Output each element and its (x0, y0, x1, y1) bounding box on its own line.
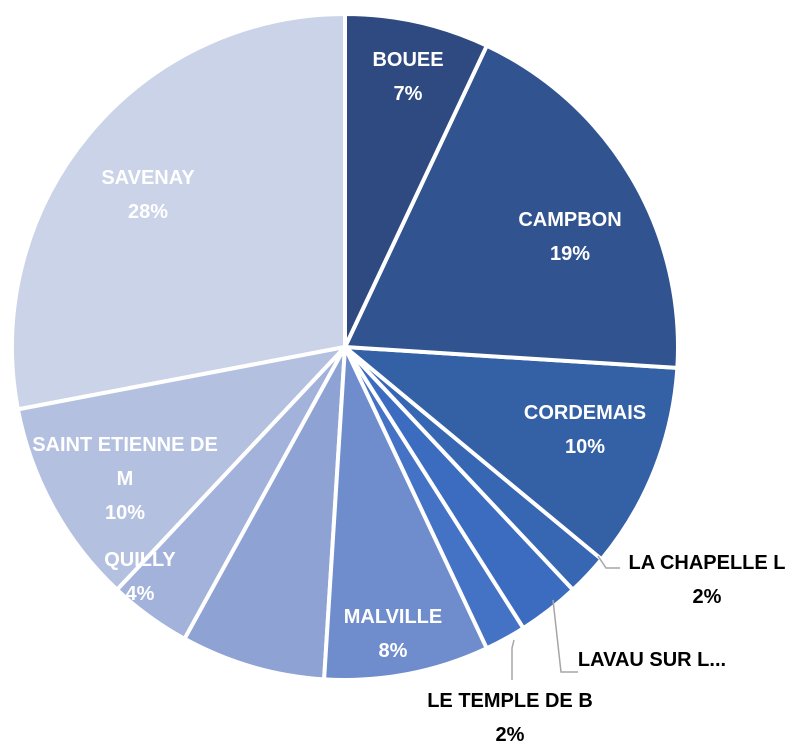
value-label: 8% (378, 640, 408, 662)
slice-label: SAINT ETIENNE DE M 10% (25, 428, 225, 530)
category-label: LAVAU SUR L... (577, 649, 727, 671)
pie-slice (322, 345, 489, 682)
slice-label: CORDEMAIS 10% (485, 396, 685, 464)
category-label: MALVILLE (343, 606, 443, 628)
category-label: CAMPBON (518, 209, 622, 231)
value-label: 10% (104, 502, 146, 524)
pie-slice (343, 345, 680, 562)
slice-label: LA CHAPELLE L 2% (607, 546, 795, 614)
slice-label: LAVAU SUR L... (577, 643, 727, 677)
pie-slice (15, 345, 347, 592)
pie-slice (343, 43, 680, 370)
category-label: SAINT ETIENNE DE M (32, 434, 218, 490)
pie-slice (343, 12, 489, 349)
slice-label: LE TEMPLE DE B 2% (400, 684, 620, 752)
pie-slice (182, 345, 347, 682)
category-label: LA CHAPELLE L (628, 552, 786, 574)
value-label: 10% (564, 436, 606, 458)
category-label: CORDEMAIS (523, 402, 647, 424)
slice-label: MALVILLE 8% (293, 600, 493, 668)
leader-line (552, 599, 578, 673)
slice-label: QUILLY 4% (60, 543, 220, 611)
value-label: 2% (692, 586, 722, 608)
value-label: 7% (393, 83, 423, 105)
category-label: LE TEMPLE DE B (427, 690, 593, 712)
slice-label: CAMPBON 19% (470, 203, 670, 271)
value-label: 2% (495, 724, 525, 746)
value-label: 28% (127, 201, 169, 223)
value-label: 19% (549, 243, 591, 265)
category-label: SAVENAY (101, 167, 195, 189)
category-label: BOUEE (372, 49, 444, 71)
slice-label: BOUEE 7% (308, 43, 508, 111)
pie-slice (10, 12, 347, 412)
slice-label: SAVENAY 28% (48, 161, 248, 229)
value-label: 4% (125, 583, 155, 605)
leader-line (597, 555, 620, 569)
leader-line (511, 639, 515, 680)
category-label: QUILLY (104, 549, 176, 571)
